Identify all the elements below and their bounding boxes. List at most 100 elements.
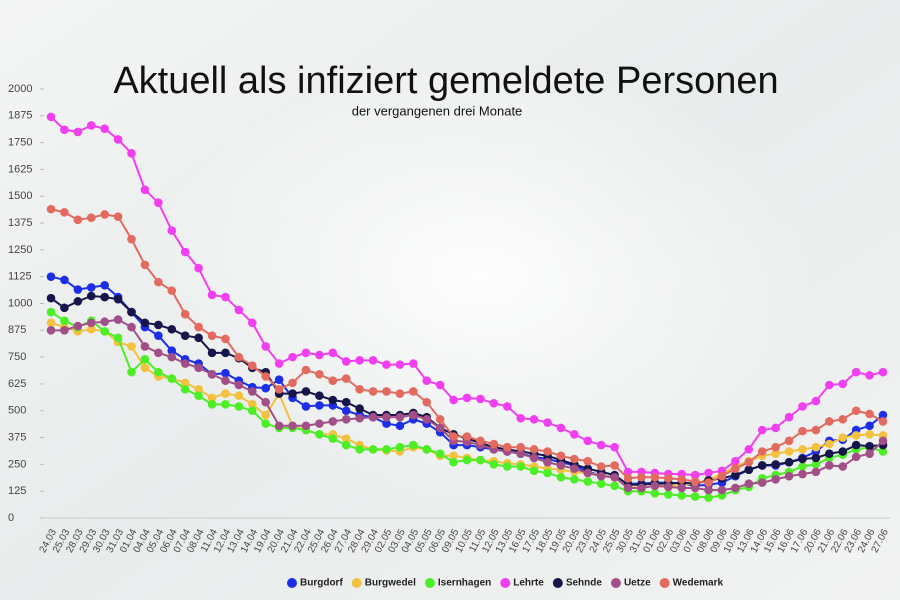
data-point — [462, 432, 472, 441]
data-point — [825, 449, 834, 458]
data-point — [690, 477, 700, 486]
data-point — [744, 465, 754, 475]
data-point — [221, 376, 230, 386]
data-point — [851, 431, 861, 440]
data-point — [583, 477, 593, 486]
data-point — [46, 307, 56, 317]
series — [46, 204, 888, 487]
legend-marker — [500, 578, 511, 588]
data-point — [382, 387, 391, 396]
data-point — [798, 402, 807, 411]
data-point — [154, 277, 163, 287]
data-point — [86, 291, 96, 301]
data-point — [154, 331, 163, 340]
data-point — [784, 436, 794, 446]
data-point — [663, 482, 673, 492]
data-point — [422, 397, 432, 407]
data-point — [529, 453, 539, 463]
data-point — [180, 247, 190, 257]
y-tick-label: 1125 — [8, 271, 32, 283]
data-point — [731, 464, 740, 473]
legend-marker — [424, 578, 435, 588]
data-point — [395, 421, 405, 431]
data-point — [274, 375, 284, 384]
data-point — [489, 460, 499, 469]
data-point — [784, 471, 794, 481]
data-point — [811, 442, 821, 452]
data-point — [757, 478, 767, 487]
data-point — [771, 449, 780, 458]
data-point — [46, 326, 56, 335]
y-tick-label: 1625 — [8, 163, 32, 175]
data-point — [395, 360, 405, 369]
data-point — [180, 331, 190, 340]
data-point — [476, 436, 485, 446]
data-point — [637, 483, 646, 493]
data-point — [234, 380, 244, 390]
data-point — [851, 440, 861, 450]
data-point — [113, 212, 123, 221]
data-point — [221, 348, 230, 358]
data-point — [113, 333, 123, 343]
y-tick-label: 875 — [8, 324, 26, 336]
data-point — [301, 421, 311, 431]
data-point — [328, 395, 338, 405]
data-point — [637, 472, 646, 482]
data-point — [154, 367, 163, 377]
data-point — [502, 462, 512, 471]
data-point — [771, 460, 780, 469]
data-point — [355, 356, 364, 365]
data-point — [395, 412, 405, 422]
data-point — [194, 333, 203, 343]
data-point — [435, 380, 445, 390]
data-point — [409, 440, 418, 450]
chart-title: Aktuell als infiziert gemeldete Personen — [113, 60, 778, 102]
data-point — [865, 449, 874, 458]
y-tick-label: 750 — [8, 351, 26, 363]
legend-marker — [351, 578, 362, 588]
legend: Burgdorf Burgwedel Isernhagen Lehrte Sehnde U… — [287, 578, 723, 589]
data-point — [838, 433, 848, 442]
data-point — [798, 426, 807, 436]
legend-marker — [552, 578, 563, 588]
data-point — [596, 462, 606, 471]
data-point — [140, 342, 150, 351]
data-point — [341, 406, 351, 416]
data-point — [113, 294, 123, 304]
data-point — [100, 210, 109, 219]
data-point — [878, 410, 888, 420]
data-point — [301, 402, 311, 411]
data-point — [798, 454, 807, 464]
data-point — [140, 318, 150, 328]
y-tick-label: 375 — [8, 431, 26, 443]
y-tick-label: 1500 — [8, 190, 32, 202]
data-point — [596, 440, 606, 450]
data-point — [194, 363, 203, 373]
data-point — [328, 376, 338, 386]
data-point — [86, 318, 96, 328]
data-point — [865, 430, 874, 439]
data-point — [838, 462, 848, 471]
data-point — [570, 430, 579, 439]
data-point — [798, 445, 807, 454]
data-point — [838, 379, 848, 389]
data-point — [46, 112, 56, 122]
data-point — [194, 385, 203, 394]
background-glow — [140, 70, 820, 530]
legend-label: Sehnde — [566, 578, 603, 589]
data-point — [704, 468, 713, 478]
data-point — [851, 452, 861, 462]
data-point — [543, 457, 552, 467]
data-point — [261, 410, 271, 420]
data-point — [274, 385, 284, 394]
data-point — [301, 348, 311, 358]
data-point — [865, 421, 874, 431]
data-point — [596, 479, 606, 488]
data-point — [583, 436, 593, 446]
data-point — [247, 400, 257, 409]
data-point — [878, 367, 888, 377]
data-point — [154, 320, 163, 330]
data-point — [663, 474, 673, 483]
data-point — [140, 260, 150, 270]
data-point — [46, 293, 56, 303]
